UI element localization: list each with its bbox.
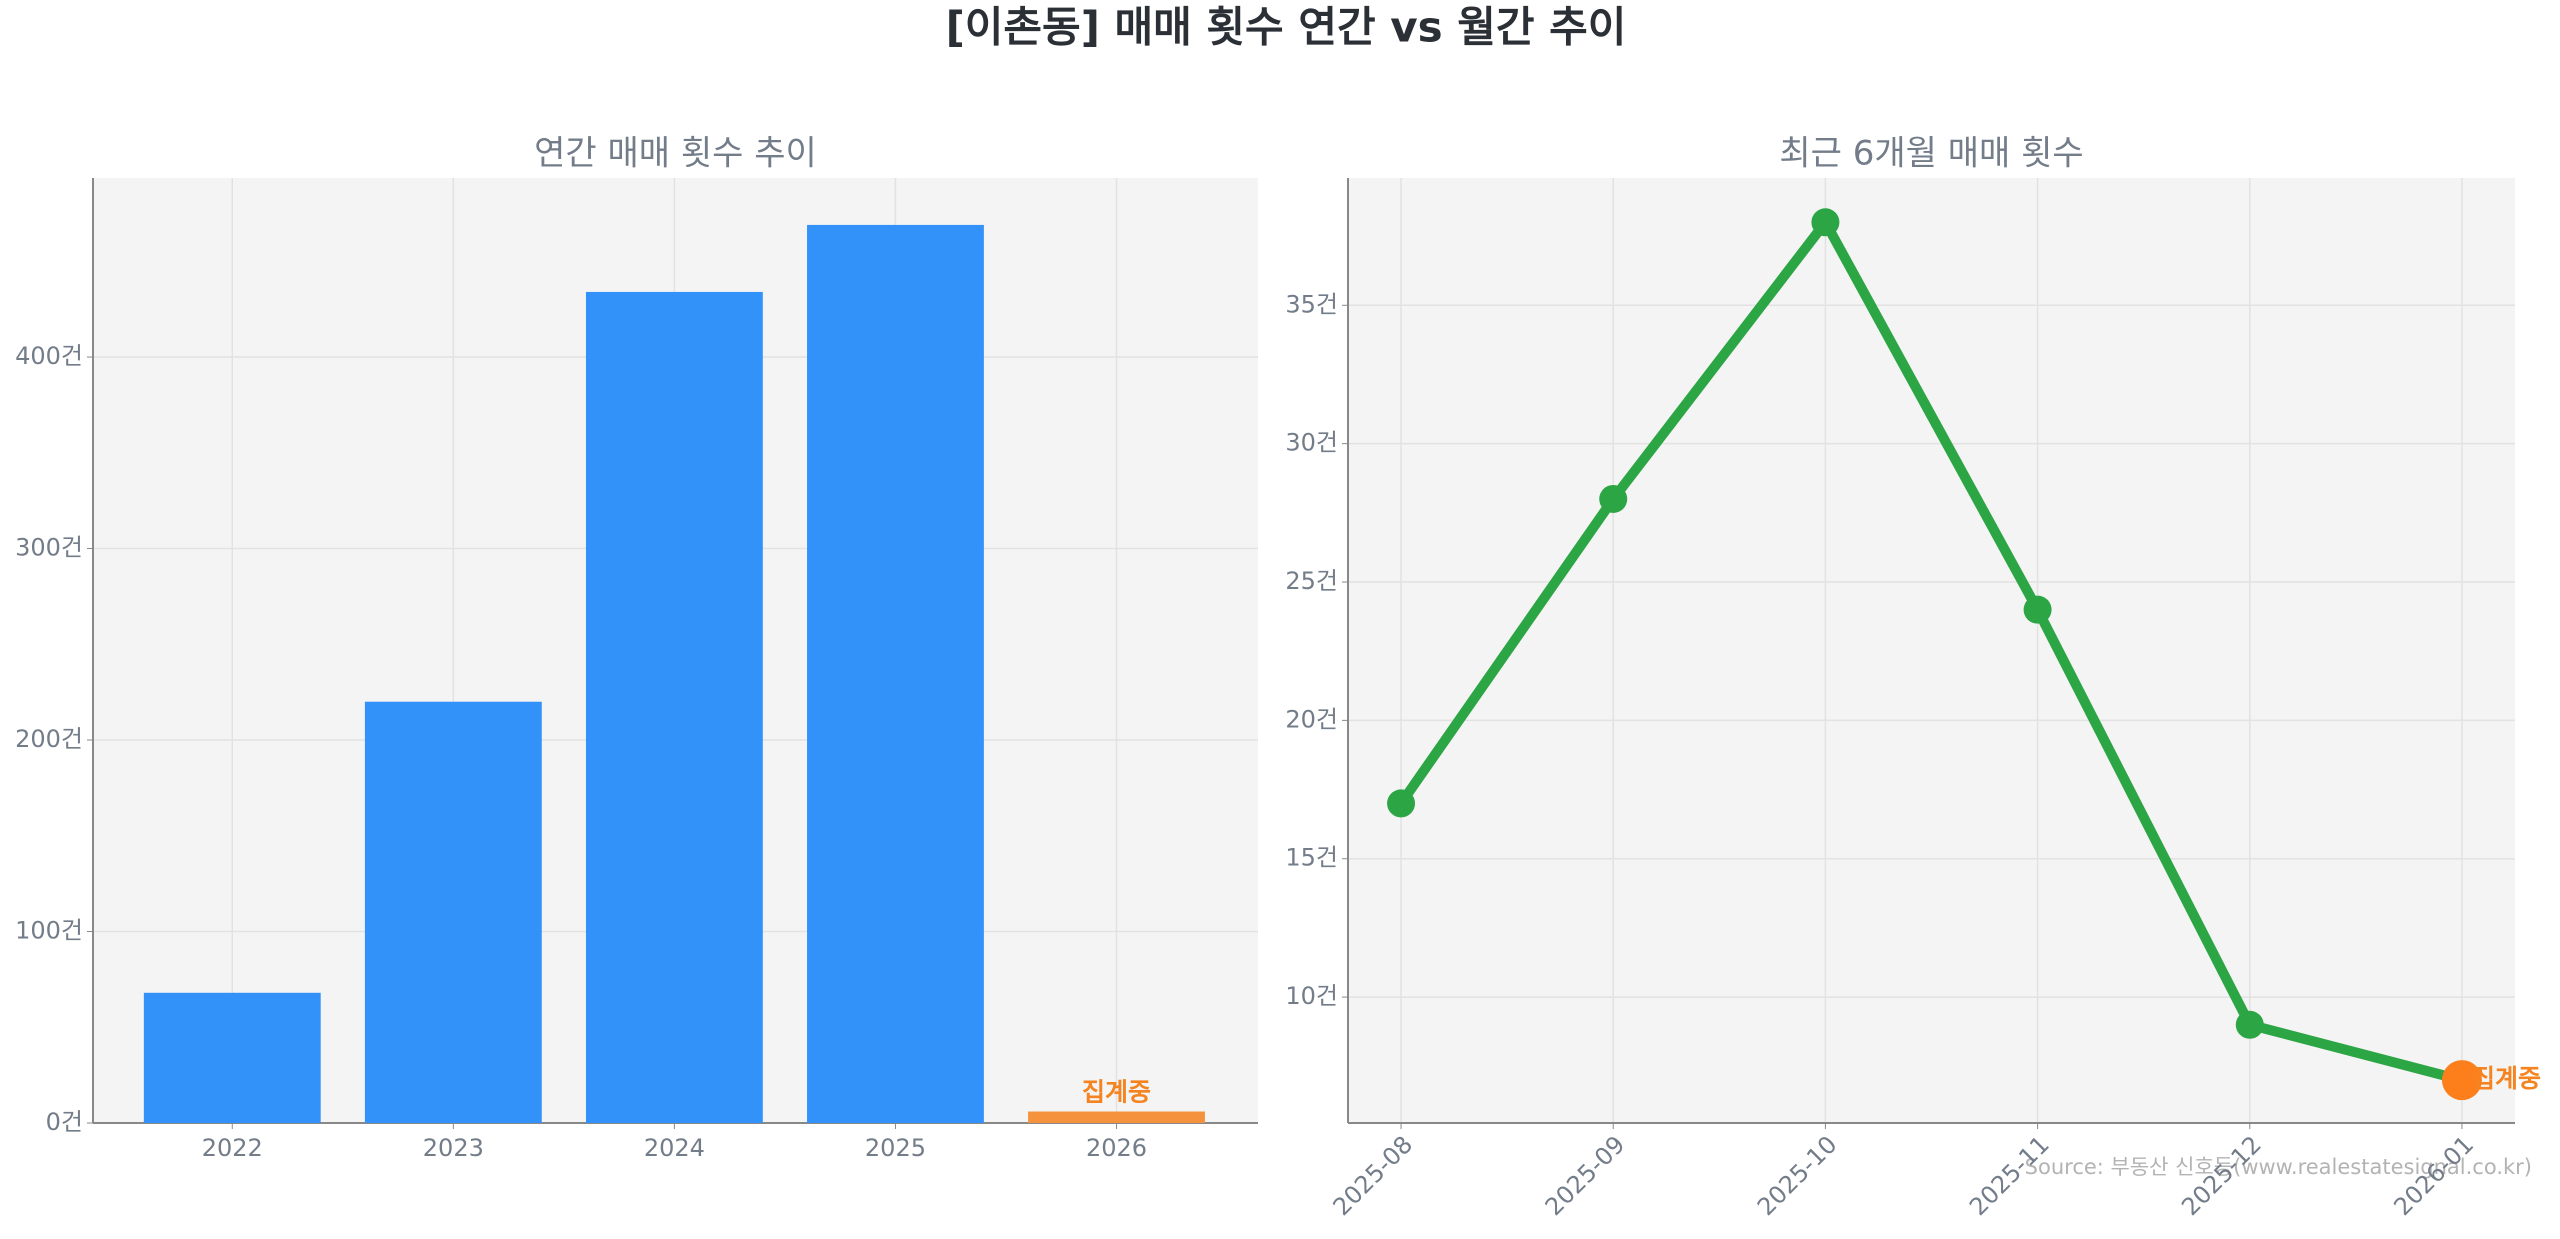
x-tick-label: 2025-09	[1540, 1130, 1631, 1221]
point	[2235, 1010, 2264, 1039]
y-tick-label: 30건	[1285, 429, 1338, 457]
x-tick-label: 2025-08	[1328, 1130, 1419, 1221]
y-tick-label: 400건	[15, 342, 83, 370]
x-tick-label: 2022	[202, 1134, 263, 1162]
y-tick-label: 100건	[15, 917, 83, 945]
y-tick-label: 20건	[1285, 705, 1338, 733]
x-tick-label: 2023	[423, 1134, 484, 1162]
bar	[1028, 1111, 1205, 1123]
bar	[364, 701, 542, 1123]
y-tick-label: 25건	[1285, 567, 1338, 595]
bar	[585, 291, 763, 1123]
y-tick-label: 0건	[46, 1108, 83, 1136]
point	[1811, 208, 1840, 237]
annotation: 집계중	[1082, 1078, 1151, 1107]
chart-title: 연간 매매 횟수 추이	[534, 134, 817, 174]
point	[1387, 789, 1416, 818]
point	[2441, 1060, 2482, 1101]
chart-title: 최근 6개월 매매 횟수	[1779, 134, 2083, 174]
plot-area	[1348, 178, 2515, 1123]
x-tick-label: 2025-10	[1752, 1130, 1843, 1221]
x-tick-label: 2025	[865, 1134, 926, 1162]
y-tick-label: 300건	[15, 534, 83, 562]
y-tick-label: 35건	[1285, 290, 1338, 318]
point	[1599, 484, 1628, 513]
x-tick-label: 2024	[644, 1134, 705, 1162]
annotation: 집계중	[2472, 1064, 2541, 1093]
y-tick-label: 10건	[1285, 982, 1338, 1010]
x-tick-label: 2026	[1086, 1134, 1147, 1162]
source-note: Source: 부동산 신호등(www.realestatesignal.co.…	[2025, 1155, 2532, 1179]
figure-title: [이촌동] 매매 횟수 연간 vs 월간 추이	[946, 3, 1627, 52]
line	[1396, 217, 2464, 1085]
bar	[807, 224, 984, 1123]
y-tick-label: 15건	[1285, 844, 1338, 872]
bar	[143, 992, 321, 1123]
y-tick-label: 200건	[15, 725, 83, 753]
point	[2023, 595, 2052, 624]
